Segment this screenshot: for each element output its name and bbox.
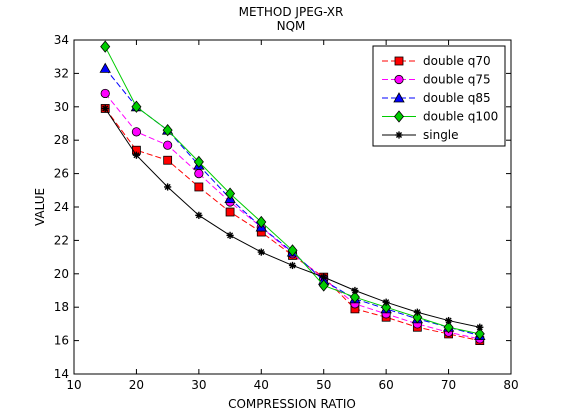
y-tick-label: 24 <box>54 200 69 214</box>
data-point <box>226 231 234 239</box>
data-point <box>413 308 421 316</box>
y-tick-label: 28 <box>54 133 69 147</box>
series-single <box>101 104 484 331</box>
x-tick-label: 70 <box>441 378 456 392</box>
legend-label: double q70 <box>423 54 491 68</box>
data-point <box>132 151 141 159</box>
series-double-q100 <box>100 40 485 341</box>
legend-entry: double q75 <box>382 73 491 87</box>
legend-label: single <box>423 128 459 142</box>
y-tick-label: 22 <box>54 233 69 247</box>
legend: double q70 double q75 double q85 double q10… <box>372 45 506 147</box>
y-axis-label: VALUE <box>33 188 47 226</box>
x-tick-label: 10 <box>66 378 81 392</box>
y-tick-label: 14 <box>54 367 69 381</box>
data-point <box>164 183 172 191</box>
y-tick-label: 32 <box>54 66 69 80</box>
legend-marker <box>394 56 404 66</box>
legend-marker <box>393 110 405 123</box>
data-point <box>194 182 204 192</box>
data-point <box>382 298 390 306</box>
data-point <box>163 155 173 165</box>
x-axis-ticks: 10 20 30 40 50 60 70 80 <box>66 40 519 392</box>
data-point <box>195 211 203 219</box>
legend-label: double q85 <box>423 91 491 105</box>
legend-entry: double q100 <box>382 110 498 124</box>
legend-entry: double q70 <box>382 54 491 68</box>
data-point <box>288 261 297 270</box>
y-tick-label: 16 <box>54 334 69 348</box>
y-tick-label: 30 <box>54 100 69 114</box>
data-point <box>193 155 204 169</box>
data-point <box>194 169 204 179</box>
data-point <box>257 248 265 256</box>
legend-label: double q75 <box>423 73 491 87</box>
y-tick-label: 34 <box>54 33 69 47</box>
data-point <box>162 124 173 137</box>
legend-marker <box>395 131 403 139</box>
data-point <box>100 88 110 99</box>
data-point <box>443 321 454 334</box>
y-tick-label: 26 <box>54 167 69 181</box>
legend-entry: double q85 <box>382 91 491 105</box>
x-tick-label: 40 <box>254 378 269 392</box>
data-point <box>256 215 267 229</box>
series-layer <box>99 40 486 346</box>
legend-label: double q100 <box>423 110 498 124</box>
data-point <box>287 244 298 257</box>
x-axis-label: COMPRESSION RATIO <box>228 397 356 411</box>
data-point <box>225 187 236 200</box>
data-point <box>318 279 329 292</box>
x-tick-label: 60 <box>379 378 394 392</box>
y-tick-label: 18 <box>54 300 69 314</box>
data-point <box>101 104 109 113</box>
x-tick-label: 50 <box>316 378 331 392</box>
x-tick-label: 20 <box>129 378 144 392</box>
legend-entry: single <box>382 128 459 142</box>
y-axis-ticks: 14 16 18 20 22 24 26 28 30 32 34 <box>54 33 511 381</box>
data-point <box>444 316 453 325</box>
data-point <box>131 127 142 137</box>
legend-marker <box>393 92 405 103</box>
x-tick-label: 80 <box>503 378 518 392</box>
chart-subtitle: NQM <box>277 19 306 33</box>
data-point <box>320 273 328 281</box>
x-tick-label: 30 <box>191 378 206 392</box>
data-point <box>349 291 360 304</box>
data-point <box>131 100 142 113</box>
data-point <box>351 286 359 295</box>
data-point <box>474 327 485 341</box>
data-point <box>100 40 111 53</box>
data-point <box>99 62 111 73</box>
data-point <box>163 140 173 150</box>
data-point <box>225 207 235 217</box>
data-point <box>476 323 484 331</box>
chart-title: METHOD JPEG-XR <box>239 5 344 19</box>
legend-marker <box>394 74 404 85</box>
y-tick-label: 20 <box>54 267 69 281</box>
